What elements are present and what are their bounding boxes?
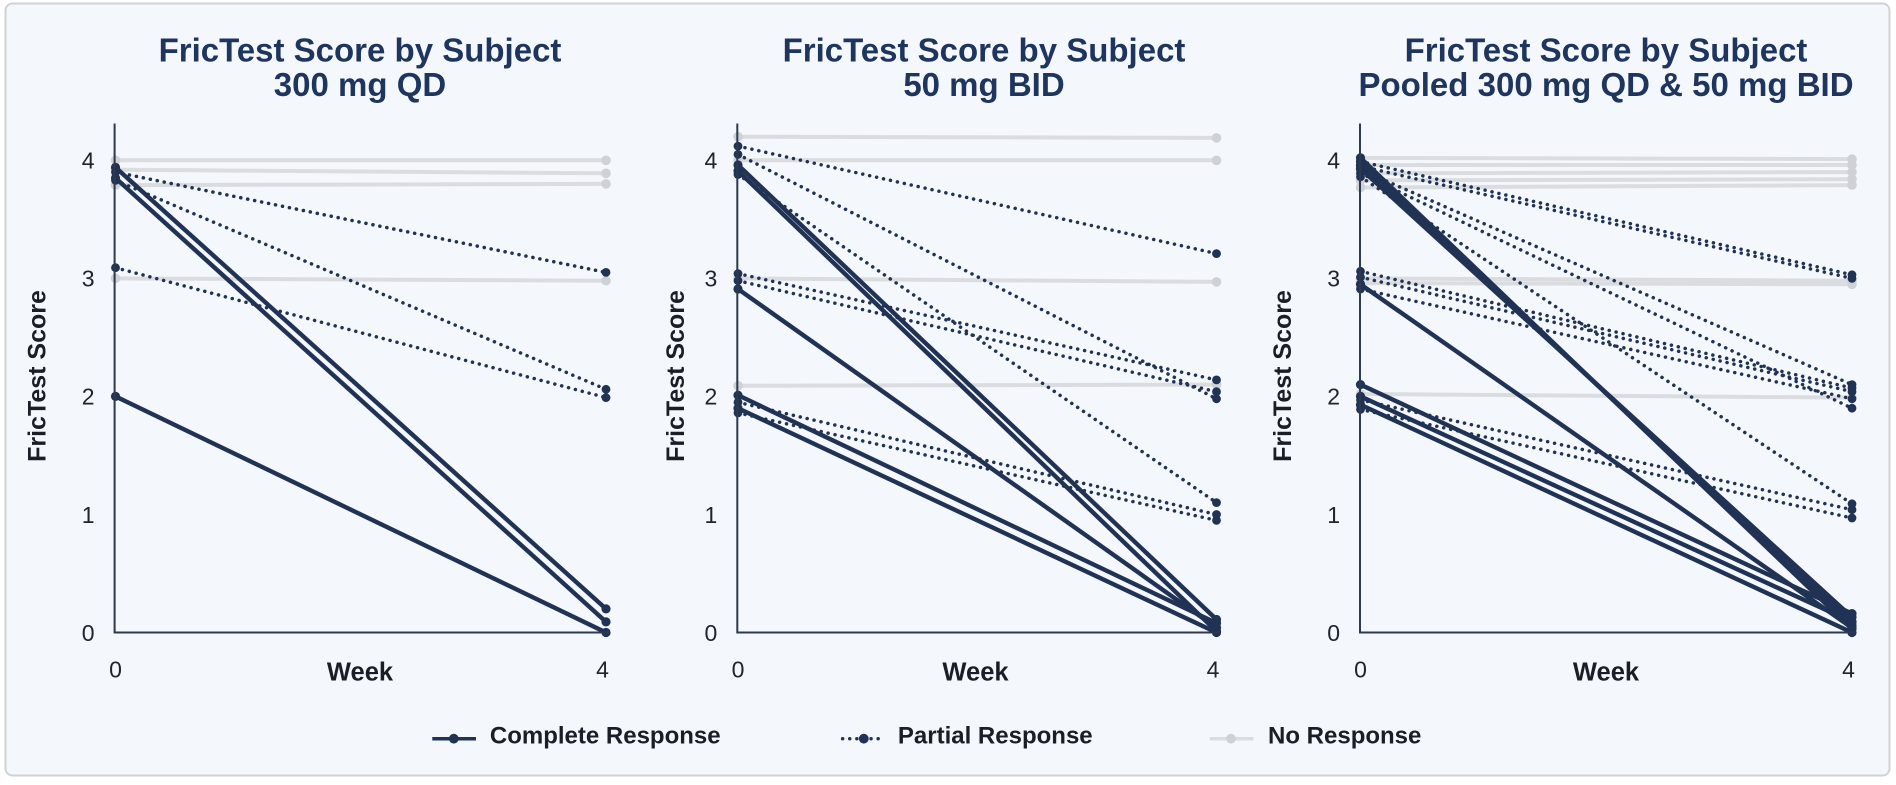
svg-text:Partial Response: Partial Response: [898, 723, 1093, 750]
svg-text:No Response: No Response: [1268, 723, 1421, 750]
svg-text:2: 2: [1327, 384, 1340, 410]
svg-text:0: 0: [732, 657, 745, 683]
svg-text:300 mg QD: 300 mg QD: [274, 66, 446, 103]
svg-text:FricTest Score by Subject: FricTest Score by Subject: [159, 32, 562, 69]
svg-text:0: 0: [705, 620, 718, 646]
svg-text:Complete Response: Complete Response: [490, 723, 721, 750]
svg-text:Week: Week: [327, 659, 394, 687]
svg-text:4: 4: [1327, 148, 1340, 174]
svg-text:1: 1: [82, 502, 95, 528]
svg-text:4: 4: [1842, 657, 1855, 683]
svg-text:2: 2: [705, 384, 718, 410]
svg-text:FricTest Score: FricTest Score: [1269, 290, 1297, 462]
svg-text:FricTest Score by Subject: FricTest Score by Subject: [1405, 32, 1808, 69]
svg-text:3: 3: [1327, 266, 1340, 292]
svg-text:0: 0: [82, 620, 95, 646]
svg-text:4: 4: [1207, 657, 1220, 683]
svg-text:1: 1: [1327, 502, 1340, 528]
svg-text:Pooled 300 mg QD & 50 mg BID: Pooled 300 mg QD & 50 mg BID: [1358, 66, 1853, 103]
svg-text:2: 2: [82, 384, 95, 410]
svg-text:0: 0: [109, 657, 122, 683]
svg-text:4: 4: [596, 657, 609, 683]
svg-text:1: 1: [705, 502, 718, 528]
svg-text:FricTest Score: FricTest Score: [24, 290, 52, 462]
svg-text:FricTest Score by Subject: FricTest Score by Subject: [783, 32, 1186, 69]
svg-text:4: 4: [705, 148, 718, 174]
svg-text:4: 4: [82, 148, 95, 174]
svg-text:3: 3: [705, 266, 718, 292]
svg-text:Week: Week: [942, 659, 1009, 687]
svg-text:FricTest Score: FricTest Score: [662, 290, 690, 462]
svg-text:3: 3: [82, 266, 95, 292]
svg-text:0: 0: [1327, 620, 1340, 646]
svg-text:0: 0: [1354, 657, 1367, 683]
svg-text:Week: Week: [1573, 659, 1640, 687]
svg-text:50 mg BID: 50 mg BID: [903, 66, 1064, 103]
